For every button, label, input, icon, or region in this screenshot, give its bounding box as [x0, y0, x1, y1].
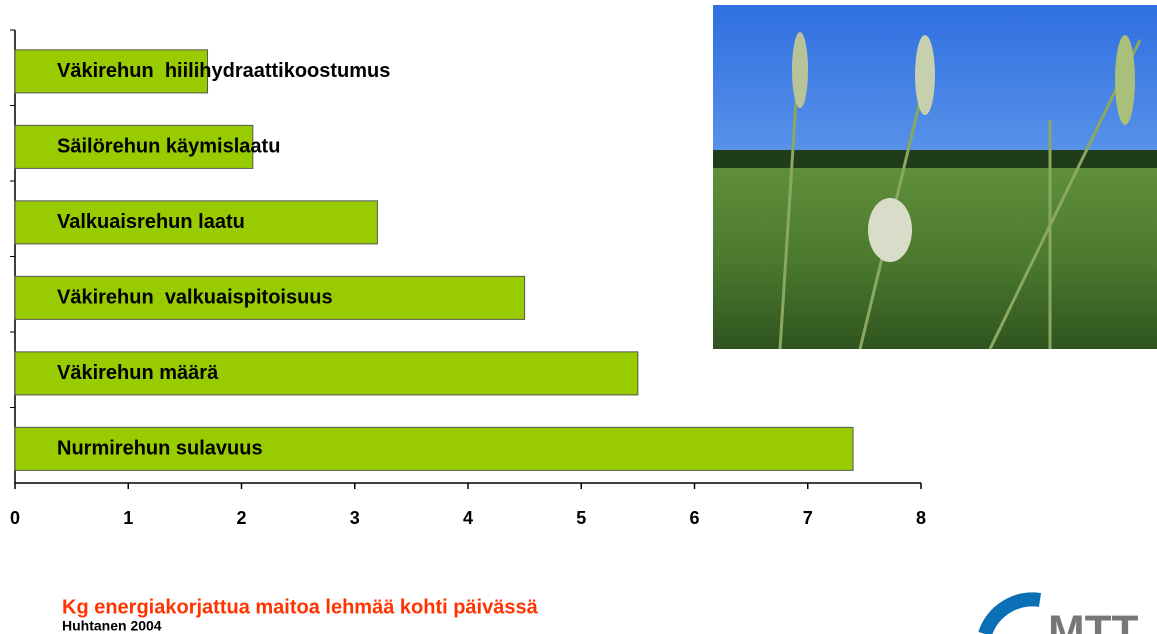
photo — [713, 5, 1157, 349]
x-tick-label: 8 — [916, 508, 926, 528]
x-tick-label: 0 — [10, 508, 20, 528]
bar-label: Valkuaisrehun laatu — [57, 211, 245, 233]
page: MTT Kg energiakorjattua maitoa lehmää ko… — [0, 0, 1157, 634]
x-tick-label: 4 — [463, 508, 473, 528]
bar-label: Nurmirehun sulavuus — [57, 438, 263, 460]
logo: MTT — [985, 599, 1139, 634]
chart: MTT Kg energiakorjattua maitoa lehmää ko… — [0, 0, 1157, 634]
bar-label: Väkirehun hiilihydraattikoostumus — [57, 60, 390, 82]
logo-text: MTT — [1048, 607, 1139, 634]
x-tick-label: 7 — [803, 508, 813, 528]
source: Huhtanen 2004 — [62, 618, 162, 634]
bar-label: Säilörehun käymislaatu — [57, 136, 280, 158]
x-tick-label: 1 — [123, 508, 133, 528]
x-tick-label: 6 — [689, 508, 699, 528]
bar-label: Väkirehun määrä — [57, 362, 219, 384]
x-axis-title: Kg energiakorjattua maitoa lehmää kohti … — [62, 596, 539, 618]
x-tick-label: 2 — [236, 508, 246, 528]
x-tick-label: 5 — [576, 508, 586, 528]
bar-label: Väkirehun valkuaispitoisuus — [57, 287, 333, 309]
x-tick-label: 3 — [350, 508, 360, 528]
